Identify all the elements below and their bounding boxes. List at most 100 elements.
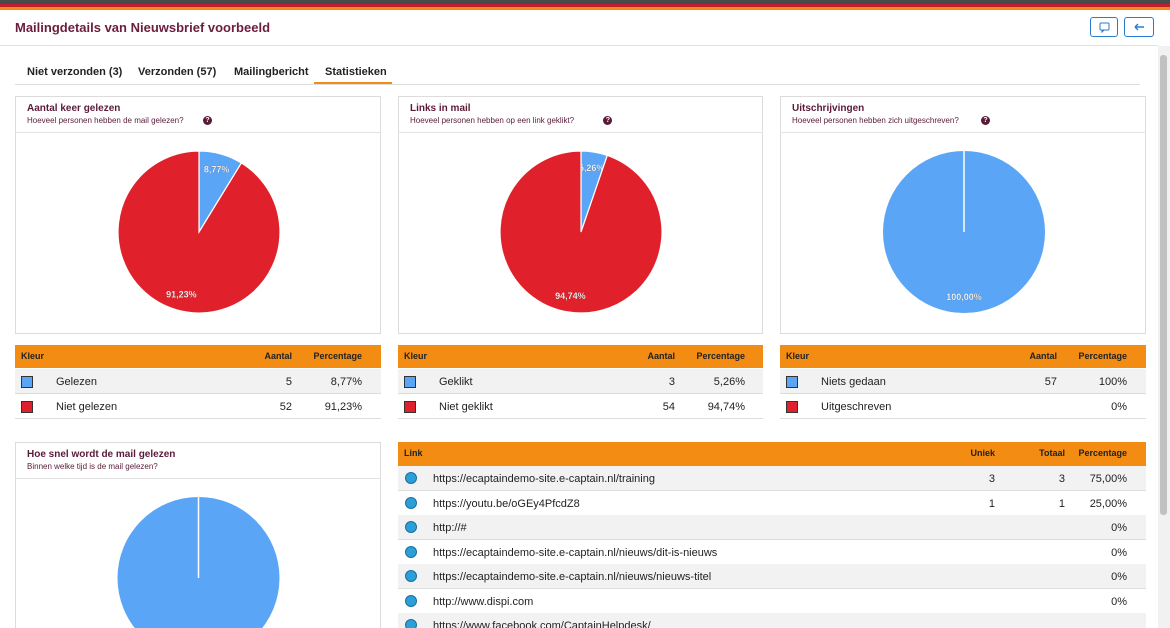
pie-slice [116,150,281,314]
link-icon [405,619,417,628]
table-header [15,345,381,368]
link-url[interactable]: http://www.dispi.com [433,595,534,608]
card-title: Links in mail [410,103,471,114]
tab-underline [314,82,392,84]
icon [1099,22,1110,34]
help-icon[interactable]: ? [203,116,212,125]
card-header-line [398,132,763,133]
cell: 94,74% [707,400,745,413]
table-row [398,515,1146,540]
cell: 100% [1098,376,1127,388]
cell: 0% [1111,571,1127,583]
column-header: Totaal [1039,448,1065,458]
cell: 0% [1111,546,1127,559]
slice-label: 8,77% [203,165,229,175]
column-header: Aantal [264,351,292,361]
card-header-line [15,132,381,133]
card-subtitle: Binnen welke tijd is de mail gelezen? [27,462,158,471]
color-swatch [404,376,416,388]
cell: 0% [1111,522,1127,534]
column-header: Percentage [1078,448,1127,458]
row-label: Niet geklikt [439,400,493,413]
tab[interactable]: Mailingbericht [234,66,309,78]
icon [1134,23,1144,31]
link-url[interactable]: https://ecaptaindemo-site.e-captain.nl/t… [433,473,655,485]
link-url[interactable]: https://ecaptaindemo-site.e-captain.nl/n… [433,546,718,559]
pie-slice [499,150,663,314]
card-header-line [15,478,381,479]
column-header: Percentage [313,351,362,361]
card-subtitle: Hoeveel personen hebben de mail gelezen? [27,116,184,125]
table-row [15,369,381,394]
card-title: Hoe snel wordt de mail gelezen [27,449,176,460]
color-swatch [786,376,798,388]
color-swatch [786,400,798,413]
color-swatch [21,400,33,413]
cell: 91,23% [324,400,362,413]
cell: 0% [1111,400,1127,413]
color-swatch [21,376,33,388]
cell: 5 [285,376,292,388]
color-swatch [404,400,416,413]
tab[interactable]: Statistieken [325,66,387,78]
table-row [398,393,763,419]
cell: 52 [279,400,292,413]
tab[interactable]: Niet verzonden (3) [27,66,123,78]
comment-button[interactable] [1090,17,1118,37]
pie-chart: 100,00% [882,151,1045,313]
link-icon [405,570,417,582]
page-title: Mailingdetails van Nieuwsbrief voorbeeld [15,20,271,35]
card-title: Uitschrijvingen [792,103,865,114]
table-row [780,369,1146,394]
cell: 75,00% [1089,473,1127,485]
link-icon [405,472,417,484]
column-header: Percentage [1078,351,1127,361]
scroll-thumb[interactable] [1160,55,1167,515]
card-subtitle: Hoeveel personen hebben op een link gekl… [410,116,575,125]
divider [0,45,1158,46]
pie-chart [117,497,280,628]
cell: 25,00% [1089,497,1127,510]
cell: 1 [1058,497,1065,510]
link-icon [405,545,417,558]
card-title: Aantal keer gelezen [27,103,121,114]
link-url[interactable]: https://www.facebook.com/CaptainHelpdesk… [433,620,651,628]
table-header [398,442,1146,466]
row-label: Gelezen [56,376,97,388]
row-label: Uitgeschreven [821,400,892,413]
slice-label: 5,26% [579,163,605,173]
table-row [780,393,1146,419]
tab[interactable]: Verzonden (57) [138,66,217,78]
row-label: Geklikt [439,376,473,388]
pie-chart: 5,26% 94,74% [499,150,663,314]
stripe [0,4,1170,7]
link-url[interactable]: http://# [433,522,467,534]
cell: 57 [1044,376,1057,388]
card-header-line [780,132,1146,133]
column-header: Link [404,448,423,458]
column-header: Aantal [1029,351,1057,361]
link-url[interactable]: https://ecaptaindemo-site.e-captain.nl/n… [433,571,712,583]
help-icon[interactable]: ? [981,116,991,125]
cell: 54 [662,400,675,413]
link-url[interactable]: https://youtu.be/oGEy4PfcdZ8 [433,497,580,510]
slice-label: 100,00% [946,292,982,302]
cell: 1 [988,497,995,510]
column-header: Kleur [404,351,428,361]
column-header: Uniek [970,448,995,458]
cell: 0% [1111,595,1127,608]
slice-label: 94,74% [555,291,586,301]
back-button[interactable] [1124,17,1154,37]
table-row [398,613,1146,628]
row-label: Niet gelezen [56,400,118,413]
column-header: Kleur [786,351,810,361]
cell: 3 [988,473,995,485]
help-icon[interactable]: ? [603,116,613,125]
row-label: Niets gedaan [821,376,886,388]
stripe [0,0,1170,4]
cell: 3 [668,376,675,388]
cell: 5,26% [713,376,745,388]
table-header [780,345,1146,368]
table-header [398,345,763,368]
